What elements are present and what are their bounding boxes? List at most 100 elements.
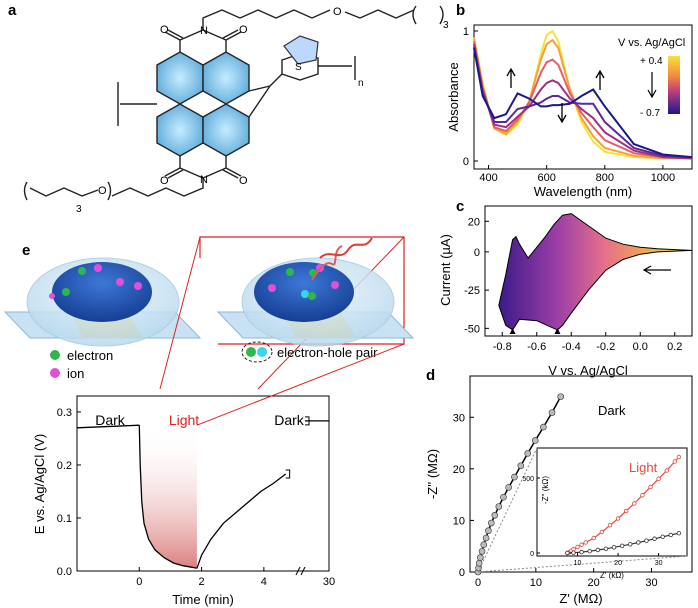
panel-d-inset-light-point-14 bbox=[648, 484, 653, 490]
panel-d-dark-point-9 bbox=[491, 511, 499, 519]
panel-d-ytick-label-3: 30 bbox=[453, 412, 465, 424]
panel-d-frame bbox=[469, 375, 693, 573]
panel-a-letter: a bbox=[8, 2, 17, 19]
panel-a: a bbox=[8, 2, 449, 215]
panel-d-inset-dark-point-5 bbox=[603, 546, 609, 551]
panel-d-ylabel: -Z'' (MΩ) bbox=[425, 449, 440, 499]
legend-pair-label: electron-hole pair bbox=[277, 345, 378, 360]
panel-d-inset-dark-point-6 bbox=[611, 545, 617, 550]
panel-e-series bbox=[76, 343, 405, 569]
panel-e-light: Light bbox=[169, 412, 199, 428]
panel-d-inset-xtick-label-0: 10 bbox=[574, 560, 582, 567]
polymer-n-subscript: n bbox=[358, 78, 364, 89]
legend-ion-label: ion bbox=[67, 366, 84, 381]
panel-b-legend-arrow bbox=[647, 72, 657, 99]
panel-d-dark-label: Dark bbox=[598, 403, 626, 418]
panel-b-xtick-label-1: 600 bbox=[537, 172, 555, 184]
panel-b-ylabel: Absorbance bbox=[446, 62, 461, 131]
panel-d-inset-light-point-13 bbox=[640, 493, 645, 498]
panel-d-inset-light-label: Light bbox=[629, 460, 658, 475]
panel-d-dark-point-14 bbox=[517, 462, 525, 470]
panel-c-ticks: -0.8 -0.6 -0.4 -0.2 0.0 0.2 20 0 -25 -50 bbox=[464, 216, 682, 353]
panel-b-legend-title: V vs. Ag/AgCl bbox=[618, 37, 685, 49]
panel-b-series-line-1 bbox=[473, 38, 692, 160]
panel-e-dark-right: Dark bbox=[274, 412, 305, 428]
panel-e-ytick-label-1: 0.1 bbox=[57, 513, 72, 525]
panel-c-ytick-label-3: -50 bbox=[464, 323, 480, 335]
panel-c-frame bbox=[484, 205, 693, 337]
panel-b-legend-min: - 0.7 bbox=[640, 108, 660, 119]
atom-o-5: O bbox=[333, 6, 342, 18]
repeat-unit-top: 3 bbox=[443, 20, 449, 31]
panel-b-series-line-5 bbox=[473, 47, 693, 159]
panel-b-letter: b bbox=[456, 2, 465, 19]
panel-d-dark-point-15 bbox=[524, 450, 532, 457]
panel-b-xtick-label-3: 1000 bbox=[651, 172, 675, 184]
panel-d-dark-point-12 bbox=[505, 484, 512, 491]
panel-c-scan-arrow bbox=[642, 265, 671, 275]
panel-d-ticks: 0 10 20 30 0 10 20 30 bbox=[453, 412, 658, 589]
panel-e-ytick-label-3: 0.3 bbox=[57, 407, 72, 419]
panel-c-xtick-label-2: -0.4 bbox=[562, 341, 581, 353]
panel-c-ytick-label-0: 20 bbox=[468, 216, 480, 228]
panel-d-inset-dark-point-14 bbox=[676, 531, 682, 536]
panel-d-inset-light-point-8 bbox=[599, 529, 605, 535]
panel-d-inset-ytick-label-0: 0 bbox=[530, 551, 534, 558]
panel-d-inset-dark-point-0 bbox=[565, 550, 570, 556]
light-wave-icon bbox=[319, 237, 373, 259]
legend-pair-ring bbox=[241, 341, 273, 363]
panel-b-series-line-2 bbox=[473, 41, 693, 160]
thiophene-ring bbox=[283, 35, 319, 65]
panel-d-inset-light-point-10 bbox=[615, 516, 621, 521]
device-dark bbox=[3, 257, 202, 347]
panel-e-xlabel: Time (min) bbox=[172, 592, 234, 607]
panel-e-ylabel: E vs. Ag/AgCl (V) bbox=[32, 434, 47, 534]
panel-c-ytick-label-1: 0 bbox=[474, 247, 480, 259]
panel-b-ticks: 400 600 800 1000 0 1 bbox=[463, 26, 675, 184]
panel-b-ytick-label-1: 1 bbox=[463, 26, 469, 38]
atom-o-4: O bbox=[239, 175, 248, 187]
panel-e-dark-left: Dark bbox=[95, 412, 126, 428]
atom-o-3: O bbox=[160, 175, 169, 187]
panel-b-series-line-3 bbox=[473, 43, 693, 160]
zoom-line-left bbox=[159, 236, 201, 390]
panel-d-inset-light-point-16 bbox=[664, 468, 669, 473]
legend-electron-icon bbox=[50, 350, 60, 360]
panel-b-xtick-label-2: 800 bbox=[596, 172, 614, 184]
atom-s: S bbox=[295, 62, 302, 73]
panel-e-axis-break bbox=[295, 566, 306, 576]
panel-d-inset-light-point-17 bbox=[672, 459, 678, 464]
panel-b-ytick-label-0: 0 bbox=[463, 156, 469, 168]
panel-b-frame bbox=[473, 24, 693, 170]
panel-d-inset-dark-point-8 bbox=[628, 542, 633, 547]
panel-b-xlabel: Wavelength (nm) bbox=[534, 184, 633, 199]
panel-c-xtick-label-3: -0.2 bbox=[596, 341, 615, 353]
panel-c: c -0.8 -0.6 -0.4 -0.2 0.0 0.2 20 0 -25 -50 V vs. … bbox=[438, 198, 693, 378]
panel-d-dark-point-7 bbox=[485, 527, 492, 535]
panel-c-ylabel: Current (µA) bbox=[438, 234, 453, 306]
panel-d-inset-light-point-6 bbox=[583, 540, 588, 545]
panel-d-inset-light-point-11 bbox=[623, 508, 629, 514]
panel-d-letter: d bbox=[426, 367, 435, 384]
panel-d-inset-xtick-label-1: 20 bbox=[614, 560, 622, 567]
panel-e-xtick-label-0: 0 bbox=[136, 576, 142, 588]
panel-d-ytick-label-1: 10 bbox=[453, 515, 465, 527]
panel-b-xtick-label-0: 400 bbox=[479, 172, 497, 184]
panel-d-dark-point-13 bbox=[511, 473, 518, 481]
panel-c-xlabel: V vs. Ag/AgCl bbox=[548, 363, 628, 378]
panel-d-inset-xtick-label-2: 30 bbox=[655, 560, 663, 567]
panel-d-dark-point-2 bbox=[475, 559, 483, 567]
legend-pair-electron-icon bbox=[246, 347, 256, 357]
panel-d-inset-dark-point-1 bbox=[571, 550, 576, 555]
panel-d-zoom-lines bbox=[477, 447, 688, 573]
panel-d-dark-point-5 bbox=[480, 541, 488, 548]
panel-d: d 0 10 20 30 0 10 20 30 Dark 10 20 30 0 500 Light Z… bbox=[425, 367, 693, 606]
panel-d-dark-point-18 bbox=[548, 409, 556, 416]
device-light bbox=[216, 237, 415, 347]
legend-pair-hole-icon bbox=[257, 347, 267, 357]
panel-d-inset-dark-point-2 bbox=[579, 549, 584, 555]
panel-e-ytick-label-2: 0.2 bbox=[57, 460, 72, 472]
panel-d-dark-point-4 bbox=[478, 548, 486, 555]
panel-d-inset-dark-point-11 bbox=[652, 536, 657, 541]
panel-d-inset-frame bbox=[536, 447, 688, 557]
